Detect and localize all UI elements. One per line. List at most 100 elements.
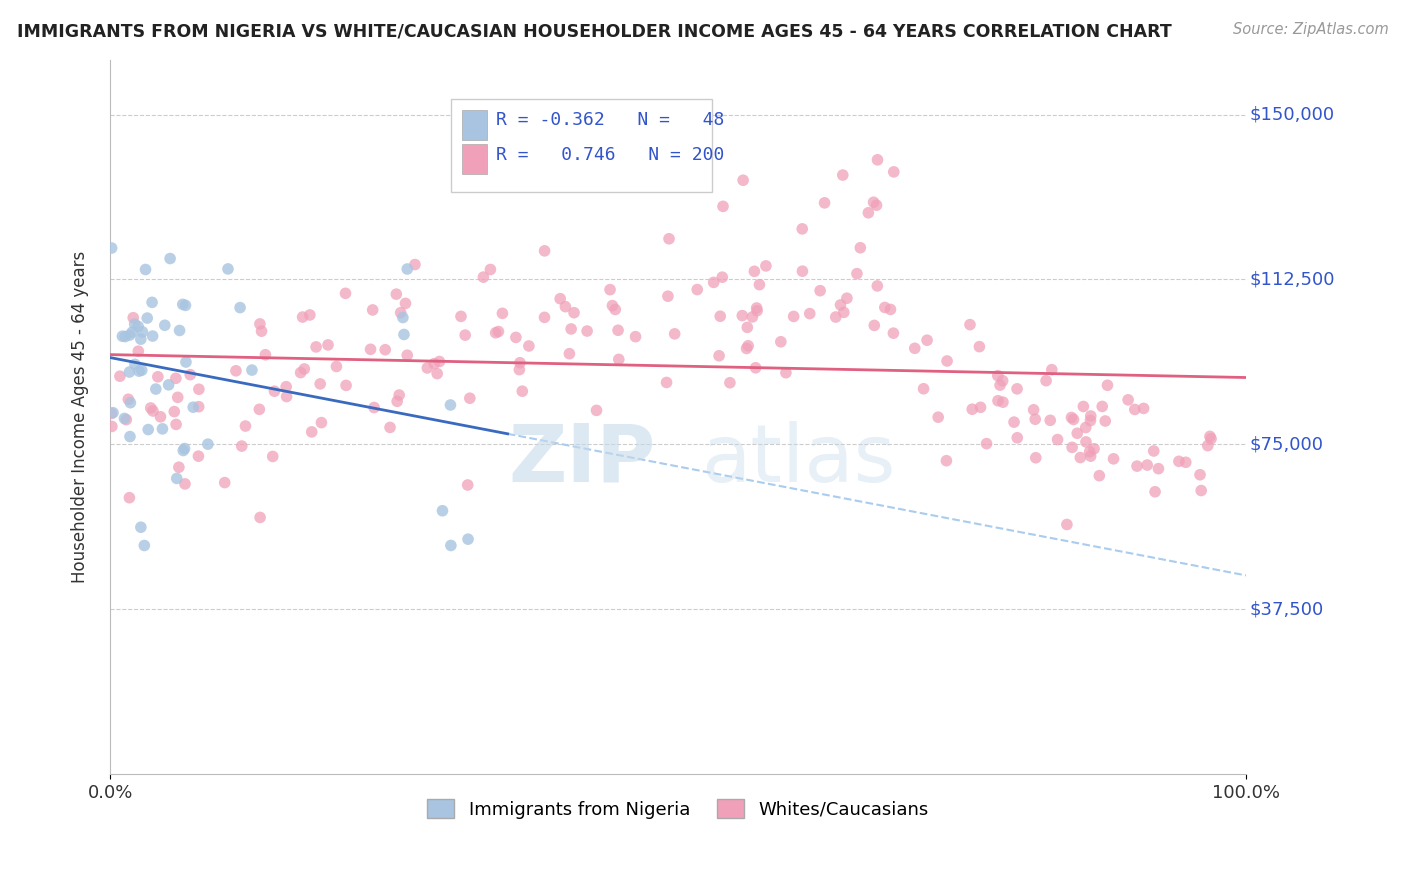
Point — [128, 364, 150, 378]
Point — [1088, 468, 1111, 483]
Point — [733, 173, 755, 187]
Point — [385, 287, 408, 301]
Point — [533, 244, 555, 258]
Point — [912, 382, 935, 396]
Point — [831, 168, 853, 182]
Point — [935, 453, 957, 467]
Point — [602, 299, 624, 313]
Point — [533, 310, 555, 325]
Point — [775, 366, 797, 380]
Point — [658, 232, 681, 246]
Point — [392, 310, 415, 325]
Point — [214, 475, 236, 490]
Point — [1056, 517, 1078, 532]
Point — [440, 539, 463, 553]
Point — [1046, 433, 1069, 447]
Point — [832, 305, 855, 319]
Point — [457, 532, 479, 546]
Point — [655, 376, 678, 390]
Point — [396, 348, 419, 362]
Point — [360, 343, 382, 357]
Point — [389, 306, 412, 320]
Point — [458, 391, 481, 405]
Text: R = -0.362   N =   48: R = -0.362 N = 48 — [496, 112, 724, 129]
Point — [111, 329, 134, 343]
Point — [769, 334, 792, 349]
Point — [172, 297, 194, 311]
Point — [664, 326, 686, 341]
Point — [782, 310, 804, 324]
Point — [1080, 449, 1102, 463]
Point — [231, 439, 253, 453]
Point — [835, 291, 858, 305]
Point — [865, 198, 887, 212]
Point — [1002, 415, 1025, 429]
Point — [1126, 459, 1149, 474]
Point — [167, 460, 190, 475]
Point — [845, 267, 868, 281]
Point — [969, 340, 991, 354]
Point — [108, 369, 131, 384]
Point — [118, 365, 141, 379]
Point — [166, 471, 188, 485]
Point — [624, 329, 647, 343]
Point — [991, 374, 1014, 388]
Point — [301, 425, 323, 439]
Point — [987, 393, 1010, 408]
Point — [862, 195, 884, 210]
Point — [863, 318, 886, 333]
Point — [129, 332, 152, 346]
Point — [904, 341, 927, 355]
Point — [505, 330, 527, 344]
Point — [174, 355, 197, 369]
Point — [361, 302, 384, 317]
Point — [735, 342, 758, 356]
Point — [378, 420, 401, 434]
Point — [292, 362, 315, 376]
Point — [599, 283, 621, 297]
Point — [457, 478, 479, 492]
Text: R =   0.746   N = 200: R = 0.746 N = 200 — [496, 145, 724, 163]
Text: ZIP: ZIP — [508, 421, 655, 499]
Point — [866, 279, 889, 293]
Point — [316, 338, 339, 352]
Point — [225, 364, 247, 378]
Point — [173, 442, 195, 456]
Point — [262, 450, 284, 464]
Point — [1143, 444, 1166, 458]
Point — [976, 436, 998, 450]
Point — [792, 222, 814, 236]
Point — [748, 277, 770, 292]
Point — [197, 437, 219, 451]
Point — [883, 165, 905, 179]
Point — [385, 394, 408, 409]
Point — [607, 352, 630, 367]
Point — [745, 303, 768, 318]
Point — [882, 326, 904, 340]
Point — [703, 276, 725, 290]
Point — [824, 310, 846, 324]
Point — [1102, 451, 1125, 466]
Point — [152, 422, 174, 436]
Point — [472, 270, 495, 285]
FancyBboxPatch shape — [463, 111, 488, 140]
Point — [153, 318, 176, 333]
Point — [1199, 432, 1222, 446]
Point — [1022, 402, 1045, 417]
Point — [1174, 455, 1197, 469]
Point — [121, 325, 143, 339]
Point — [120, 395, 142, 409]
Point — [394, 296, 416, 310]
Point — [174, 476, 197, 491]
Point — [830, 298, 852, 312]
Text: $37,500: $37,500 — [1250, 600, 1323, 618]
Point — [709, 310, 731, 324]
Point — [1144, 484, 1167, 499]
Point — [187, 400, 209, 414]
Point — [915, 333, 938, 347]
Point — [217, 261, 239, 276]
Point — [118, 429, 141, 443]
Point — [174, 298, 197, 312]
Text: $150,000: $150,000 — [1250, 105, 1334, 124]
Point — [755, 259, 778, 273]
